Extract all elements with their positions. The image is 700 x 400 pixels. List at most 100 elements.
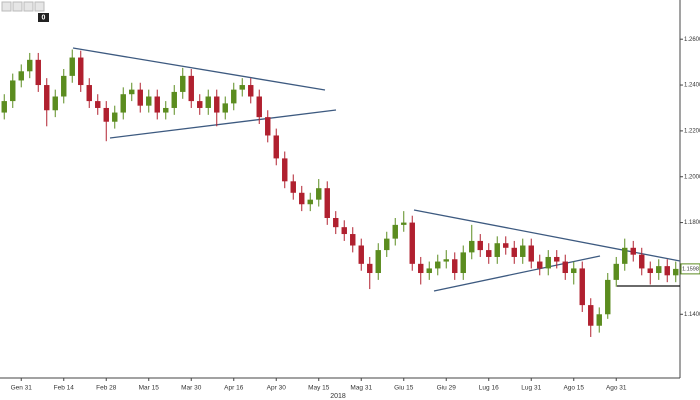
candle-body: [129, 89, 135, 95]
candle-body: [316, 188, 322, 200]
candle-body: [103, 107, 109, 122]
candle-body: [358, 245, 364, 264]
tool-add[interactable]: [1, 1, 12, 12]
candle-body: [69, 57, 75, 76]
candle-body: [503, 243, 509, 248]
candle-body: [78, 57, 84, 86]
candle-body: [341, 227, 347, 235]
y-tick-label: 1.1800: [684, 220, 700, 226]
candle-body: [579, 268, 585, 306]
candle-body: [231, 89, 237, 104]
candle-body: [384, 238, 390, 251]
y-tick-label: 1.1400: [684, 312, 700, 318]
candle-body: [554, 256, 560, 262]
candle-body: [222, 103, 228, 113]
candle-body: [333, 217, 339, 228]
candle-body: [647, 268, 653, 274]
trendline: [433, 255, 601, 292]
candle-body: [443, 259, 449, 262]
x-tick-label: Giu 15: [394, 385, 414, 392]
x-tick-label: Mag 31: [350, 385, 372, 392]
last-price-box: [680, 263, 700, 275]
trendline: [72, 47, 326, 91]
y-tick-label: 1.2200: [684, 128, 700, 134]
candle-body: [486, 250, 492, 257]
candle-body: [528, 245, 534, 262]
candle-body: [35, 59, 41, 86]
x-tick-label: Feb 28: [96, 385, 117, 392]
candle-body: [571, 268, 577, 274]
candle-body: [282, 158, 288, 182]
x-tick-label: Mar 30: [181, 385, 202, 392]
badge-box[interactable]: [38, 13, 49, 22]
candle-body: [120, 94, 126, 113]
candle-body: [520, 245, 526, 257]
candle-body: [511, 247, 517, 257]
candle-body: [673, 268, 679, 276]
candle-body: [307, 199, 313, 205]
candle-body: [197, 101, 203, 108]
candle-body: [18, 71, 24, 81]
candle-body: [477, 240, 483, 251]
candle-body: [588, 305, 594, 326]
tool-zoom[interactable]: [34, 1, 45, 12]
candle-body: [214, 96, 220, 113]
candle-body: [350, 234, 356, 246]
trendline: [109, 109, 337, 139]
candle-body: [613, 263, 619, 280]
candle-body: [112, 112, 118, 122]
candle-body: [639, 254, 645, 269]
candle-body: [426, 268, 432, 274]
tool-price[interactable]: [23, 1, 34, 12]
candle-body: [622, 247, 628, 264]
y-tick-label: 1.2000: [684, 174, 700, 180]
candle-body: [248, 85, 254, 97]
candle-body: [137, 89, 143, 106]
candle-body: [265, 117, 271, 136]
x-year-label: 2018: [330, 393, 346, 400]
candle-body: [664, 266, 670, 276]
candle-body: [205, 96, 211, 108]
candle-body: [290, 181, 296, 193]
toolbar-badge: 0: [42, 14, 46, 21]
candle-body: [146, 96, 152, 106]
x-tick-label: Lug 16: [479, 385, 499, 392]
candle-body: [171, 91, 177, 108]
x-tick-label: Mar 15: [139, 385, 160, 392]
x-tick-label: Apr 30: [267, 385, 287, 392]
candle-body: [27, 59, 33, 72]
x-tick-label: Ago 31: [606, 385, 627, 392]
candle-body: [435, 261, 441, 269]
candle-body: [537, 261, 543, 269]
candle-body: [324, 188, 330, 218]
tool-draw[interactable]: [12, 1, 23, 12]
candle-body: [460, 252, 466, 274]
candle-body: [154, 96, 160, 113]
candle-body: [86, 85, 92, 102]
x-tick-label: Ago 15: [563, 385, 584, 392]
trendline: [413, 209, 681, 262]
x-tick-label: Apr 16: [224, 385, 244, 392]
candle-body: [61, 75, 67, 97]
x-tick-label: Lug 31: [521, 385, 541, 392]
x-tick-label: Gen 31: [11, 385, 33, 392]
candle-body: [44, 85, 50, 111]
x-tick-label: Feb 14: [54, 385, 75, 392]
candle-body: [494, 243, 500, 257]
candle-body: [95, 101, 101, 108]
candle-body: [630, 247, 636, 255]
candle-body: [409, 222, 415, 264]
candle-body: [52, 96, 58, 111]
candle-body: [239, 85, 245, 90]
candle-body: [418, 263, 424, 274]
x-tick-label: Giu 29: [437, 385, 457, 392]
candle-body: [188, 75, 194, 102]
candle-body: [367, 263, 373, 274]
toolbar: 0: [1, 1, 49, 22]
x-tick-label: May 15: [308, 385, 330, 392]
candle-body: [469, 240, 475, 253]
candle-body: [163, 107, 169, 113]
candle-body: [375, 250, 381, 274]
candle-body: [562, 261, 568, 274]
